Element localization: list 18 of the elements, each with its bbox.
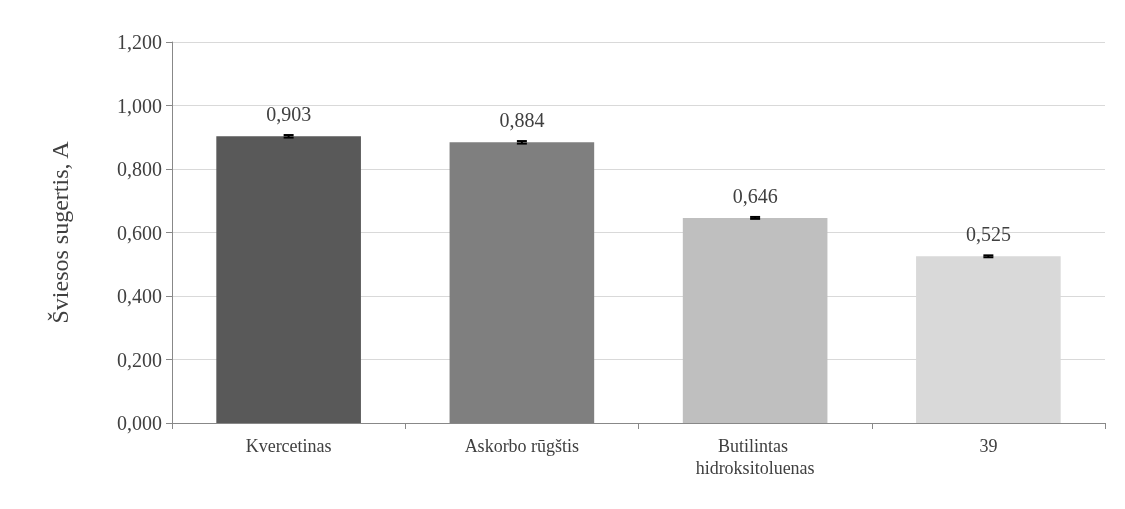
y-tick-label: 1,000 (117, 94, 162, 117)
x-tick-label: Butilintas hidroksitoluenas (695, 436, 815, 478)
x-tick-label: Kvercetinas (245, 436, 332, 456)
bar (682, 217, 828, 423)
bar (216, 136, 361, 423)
data-label: 0,884 (499, 109, 545, 132)
y-tick-label: 0,400 (117, 285, 162, 307)
x-tick-label: Askorbo rūgštis (464, 436, 580, 456)
y-tick-label: 0,800 (117, 158, 162, 180)
y-tick-label: 0,000 (117, 412, 162, 434)
y-axis-title: Šviesos sugertis, A (47, 140, 73, 324)
y-tick-label: 0,600 (117, 221, 162, 244)
y-tick-label: 1,200 (117, 31, 162, 53)
data-label: 0,525 (965, 223, 1011, 246)
y-tick-label: 0,200 (117, 348, 162, 371)
x-tick-label: 39 (979, 436, 998, 456)
data-label: 0,903 (266, 103, 312, 126)
data-label: 0,646 (732, 184, 778, 207)
